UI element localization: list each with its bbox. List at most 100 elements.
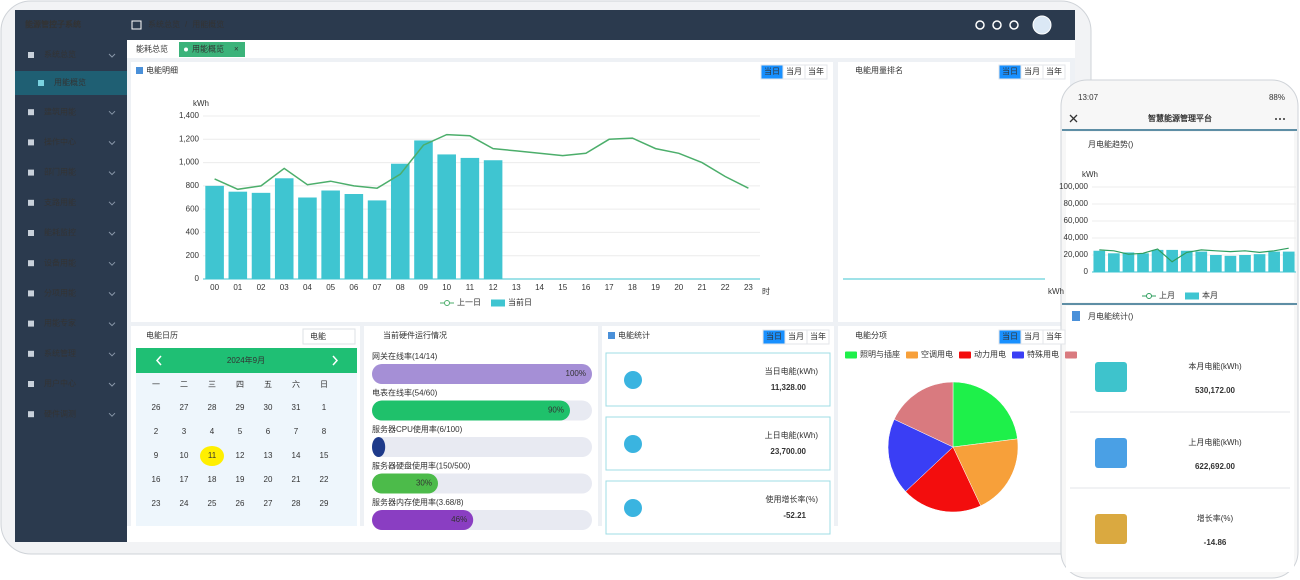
calendar-day[interactable]: 19 bbox=[236, 475, 245, 484]
calendar-day[interactable]: 31 bbox=[292, 403, 301, 412]
calendar-day[interactable]: 21 bbox=[292, 475, 301, 484]
stat-value: -14.86 bbox=[1204, 538, 1227, 547]
calendar-day[interactable]: 24 bbox=[180, 499, 189, 508]
menu-item[interactable]: 用能专家 bbox=[44, 318, 76, 328]
range-button-label[interactable]: 当年 bbox=[1046, 66, 1062, 76]
more-dot[interactable] bbox=[1283, 118, 1285, 120]
legend-label: 本月 bbox=[1202, 290, 1218, 300]
calendar-day[interactable]: 8 bbox=[322, 427, 327, 436]
range-button-label[interactable]: 当日 bbox=[766, 331, 782, 341]
menu-item[interactable]: 建筑用能 bbox=[44, 106, 76, 116]
range-button[interactable] bbox=[1042, 64, 1066, 80]
calendar-day[interactable]: 27 bbox=[180, 403, 189, 412]
menu-item[interactable]: 系统管理 bbox=[44, 348, 76, 358]
select-box[interactable] bbox=[302, 328, 356, 345]
more-dot[interactable] bbox=[1279, 118, 1281, 120]
tab[interactable]: 用能概览 bbox=[192, 44, 224, 54]
menu-item[interactable]: 分项用能 bbox=[44, 288, 76, 298]
calendar-day[interactable]: 27 bbox=[264, 499, 273, 508]
menu-item[interactable]: 硬件调测 bbox=[44, 408, 76, 418]
calendar-day[interactable]: 29 bbox=[236, 403, 245, 412]
avatar[interactable] bbox=[1032, 15, 1052, 35]
calendar-day[interactable]: 5 bbox=[238, 427, 243, 436]
calendar-day[interactable]: 3 bbox=[182, 427, 187, 436]
calendar-day[interactable]: 28 bbox=[208, 403, 217, 412]
menu-item[interactable]: 支路用能 bbox=[44, 197, 76, 207]
range-button[interactable] bbox=[1042, 329, 1066, 345]
calendar-day[interactable]: 22 bbox=[320, 475, 329, 484]
calendar-day[interactable]: 14 bbox=[292, 451, 301, 460]
range-button[interactable] bbox=[804, 64, 828, 80]
range-button-label[interactable]: 当年 bbox=[810, 331, 826, 341]
calendar-day[interactable]: 9 bbox=[154, 451, 159, 460]
range-button-label[interactable]: 当年 bbox=[808, 66, 824, 76]
more-dot[interactable] bbox=[1275, 118, 1277, 120]
tab-close[interactable]: × bbox=[234, 45, 239, 54]
calendar-day[interactable]: 26 bbox=[152, 403, 161, 412]
calendar-day[interactable]: 28 bbox=[292, 499, 301, 508]
range-button-label[interactable]: 当日 bbox=[764, 66, 780, 76]
range-button-label[interactable]: 当月 bbox=[786, 66, 802, 76]
bar bbox=[1151, 249, 1164, 272]
weekday: 三 bbox=[208, 380, 216, 389]
range-button-label[interactable]: 当月 bbox=[788, 331, 804, 341]
calendar-day[interactable]: 20 bbox=[264, 475, 273, 484]
range-button-label[interactable]: 当月 bbox=[1024, 331, 1040, 341]
range-button-label[interactable]: 当年 bbox=[1046, 331, 1062, 341]
header-icon[interactable] bbox=[975, 20, 985, 30]
calendar-day[interactable]: 2 bbox=[154, 427, 159, 436]
stat-card bbox=[605, 352, 831, 407]
calendar-day[interactable]: 23 bbox=[152, 499, 161, 508]
x-tick-label: 03 bbox=[280, 283, 289, 292]
menu-item[interactable]: 部门用能 bbox=[44, 167, 76, 177]
menu-item[interactable]: 用能概览 bbox=[54, 77, 86, 87]
legend-swatch bbox=[959, 351, 971, 359]
x-tick-label: 20 bbox=[674, 283, 683, 292]
close-icon[interactable] bbox=[1069, 114, 1078, 123]
calendar-day[interactable]: 16 bbox=[152, 475, 161, 484]
header-icon[interactable] bbox=[1009, 20, 1019, 30]
next-month[interactable] bbox=[332, 355, 339, 366]
menu-item[interactable]: 操作中心 bbox=[44, 137, 76, 147]
range-button-label[interactable]: 当日 bbox=[1002, 331, 1018, 341]
progress-bar bbox=[372, 437, 386, 457]
y-tick-label: 20,000 bbox=[1064, 250, 1089, 259]
weekday: 四 bbox=[236, 380, 244, 389]
range-button-label[interactable]: 当日 bbox=[1002, 66, 1018, 76]
calendar-day[interactable]: 4 bbox=[210, 427, 215, 436]
range-button[interactable] bbox=[806, 329, 830, 345]
tab-active[interactable] bbox=[179, 42, 245, 57]
calendar-day[interactable]: 30 bbox=[264, 403, 273, 412]
menu-chevron bbox=[108, 53, 116, 58]
bar bbox=[437, 154, 456, 279]
range-button-label[interactable]: 当月 bbox=[1024, 66, 1040, 76]
calendar-day[interactable]: 7 bbox=[294, 427, 299, 436]
calendar-day[interactable]: 18 bbox=[208, 475, 217, 484]
calendar-day[interactable]: 15 bbox=[320, 451, 329, 460]
calendar-day[interactable]: 17 bbox=[180, 475, 189, 484]
select-value[interactable]: 电能 bbox=[310, 331, 326, 341]
bar bbox=[1122, 252, 1135, 272]
prev-month[interactable] bbox=[155, 355, 162, 366]
menu-chevron bbox=[108, 141, 116, 146]
menu-item[interactable]: 系统总览 bbox=[44, 49, 76, 59]
menu-icon bbox=[28, 199, 34, 206]
header-icon[interactable] bbox=[992, 20, 1002, 30]
calendar-day[interactable]: 13 bbox=[264, 451, 273, 460]
bar bbox=[483, 160, 503, 279]
menu-item[interactable]: 用户中心 bbox=[44, 378, 76, 388]
calendar-day[interactable]: 10 bbox=[180, 451, 189, 460]
menu-item[interactable]: 设备用能 bbox=[44, 257, 76, 267]
tab-bar bbox=[127, 40, 1075, 58]
calendar-day[interactable]: 6 bbox=[266, 427, 271, 436]
calendar-day[interactable]: 25 bbox=[208, 499, 217, 508]
menu-icon bbox=[28, 320, 34, 327]
tab[interactable]: 能耗总览 bbox=[136, 44, 168, 54]
menu-item[interactable]: 能耗监控 bbox=[44, 227, 76, 237]
calendar-day[interactable]: 1 bbox=[322, 403, 327, 412]
calendar-day[interactable]: 12 bbox=[236, 451, 245, 460]
calendar-day[interactable]: 29 bbox=[320, 499, 329, 508]
calendar-day[interactable]: 11 bbox=[208, 451, 217, 460]
calendar-day[interactable]: 26 bbox=[236, 499, 245, 508]
